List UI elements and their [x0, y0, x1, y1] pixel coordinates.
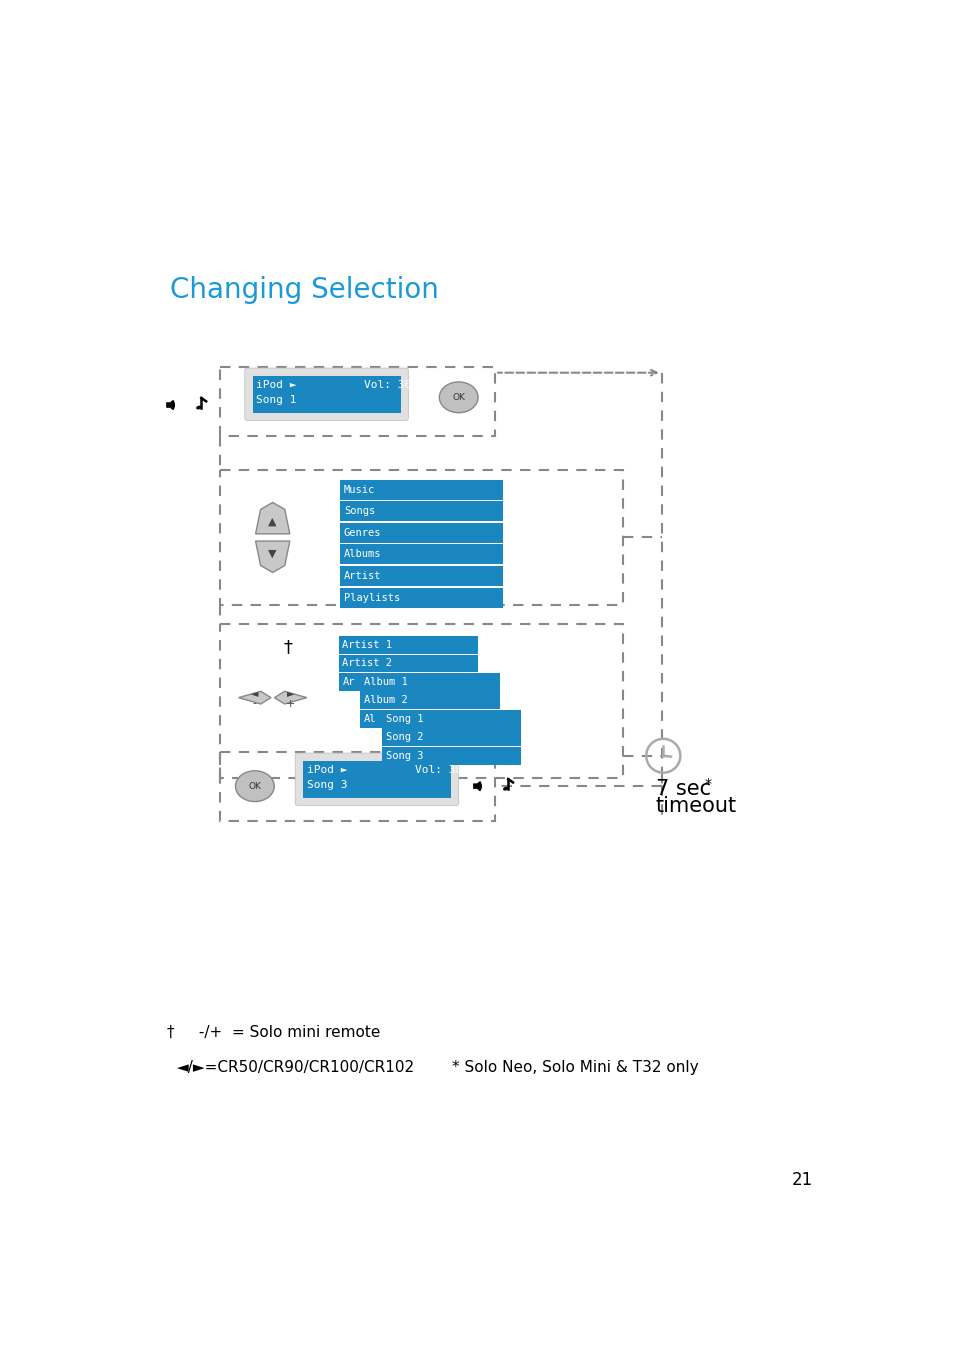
Text: Music: Music [344, 485, 375, 494]
Text: *: * [703, 777, 711, 791]
Text: Artist 1: Artist 1 [342, 640, 392, 650]
Bar [360, 692, 499, 709]
Bar [220, 751, 495, 821]
Bar [340, 523, 502, 543]
Text: Song 1: Song 1 [385, 714, 423, 724]
Text: OK: OK [452, 393, 465, 402]
Ellipse shape [439, 382, 477, 413]
Text: ▲: ▲ [268, 516, 276, 527]
Text: Artist: Artist [344, 571, 381, 581]
Text: iPod ►          Vol: 30: iPod ► Vol: 30 [307, 765, 461, 774]
Polygon shape [255, 502, 290, 533]
Text: †     -/+  = Solo mini remote: † -/+ = Solo mini remote [167, 1025, 380, 1040]
Text: ▼: ▼ [268, 548, 276, 558]
Text: Albums: Albums [344, 550, 381, 559]
Text: Song 3: Song 3 [307, 780, 347, 789]
Text: Song 3: Song 3 [385, 750, 423, 761]
Text: Ar: Ar [342, 677, 355, 686]
Polygon shape [274, 692, 307, 704]
Text: -: - [253, 699, 256, 708]
Text: OK: OK [248, 781, 261, 791]
Text: Playlists: Playlists [344, 593, 400, 603]
Bar [340, 544, 502, 565]
Bar [338, 673, 360, 691]
Bar [360, 709, 381, 727]
Bar [381, 709, 521, 727]
Text: ►: ► [287, 688, 294, 699]
Ellipse shape [235, 770, 274, 802]
Text: Al: Al [364, 714, 376, 724]
Ellipse shape [196, 406, 201, 409]
Text: Changing Selection: Changing Selection [170, 276, 438, 305]
Polygon shape [255, 542, 290, 573]
Polygon shape [167, 401, 172, 409]
FancyBboxPatch shape [294, 753, 458, 806]
Bar [220, 624, 622, 779]
Bar [303, 761, 451, 798]
Bar [381, 728, 521, 746]
Text: Songs: Songs [344, 506, 375, 516]
Text: * Solo Neo, Solo Mini & T32 only: * Solo Neo, Solo Mini & T32 only [452, 1060, 699, 1075]
Bar [340, 566, 502, 586]
Polygon shape [238, 692, 271, 704]
Bar [340, 588, 502, 608]
Bar [360, 673, 499, 691]
Text: 21: 21 [791, 1171, 812, 1189]
Text: ◄: ◄ [251, 688, 258, 699]
Bar [220, 367, 495, 436]
Text: Album 2: Album 2 [364, 696, 408, 705]
Text: Album 1: Album 1 [364, 677, 408, 686]
Text: timeout: timeout [655, 796, 736, 816]
Bar [253, 376, 400, 413]
Bar [338, 654, 477, 672]
Text: +: + [286, 699, 295, 708]
Ellipse shape [502, 787, 508, 791]
Bar [220, 470, 622, 605]
Text: †: † [283, 638, 293, 657]
Bar [340, 479, 502, 500]
Bar [381, 747, 521, 765]
Text: Song 2: Song 2 [385, 733, 423, 742]
Text: iPod ►          Vol: 30: iPod ► Vol: 30 [256, 379, 412, 390]
Text: Song 1: Song 1 [256, 395, 296, 405]
Text: 7 sec: 7 sec [655, 779, 710, 799]
Text: Genres: Genres [344, 528, 381, 538]
Bar [340, 501, 502, 521]
FancyBboxPatch shape [245, 368, 408, 421]
Bar [338, 636, 477, 654]
Text: ◄/►=CR50/CR90/CR100/CR102: ◄/►=CR50/CR90/CR100/CR102 [177, 1060, 416, 1075]
Text: Artist 2: Artist 2 [342, 658, 392, 669]
Polygon shape [473, 783, 479, 791]
